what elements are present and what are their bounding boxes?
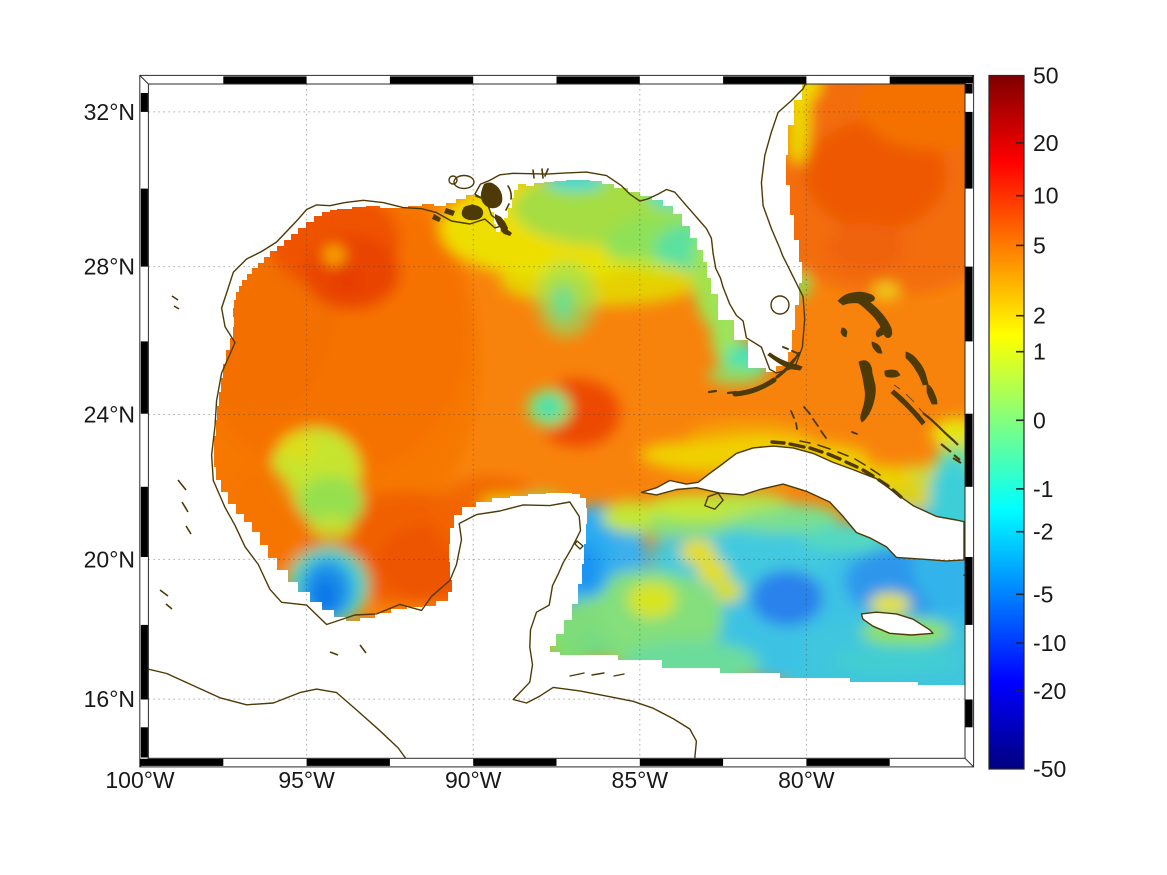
- svg-text:32°N: 32°N: [84, 99, 135, 125]
- svg-text:1: 1: [1033, 339, 1046, 365]
- svg-text:-20: -20: [1033, 678, 1066, 704]
- svg-text:16°N: 16°N: [84, 686, 135, 712]
- svg-text:0: 0: [1033, 407, 1046, 433]
- svg-text:-1: -1: [1033, 476, 1053, 502]
- svg-text:90°W: 90°W: [445, 767, 502, 793]
- svg-text:24°N: 24°N: [84, 402, 135, 428]
- svg-text:28°N: 28°N: [84, 254, 135, 280]
- svg-text:95°W: 95°W: [278, 767, 335, 793]
- svg-text:85°W: 85°W: [612, 767, 669, 793]
- svg-text:-50: -50: [1033, 756, 1066, 782]
- svg-text:-5: -5: [1033, 581, 1053, 607]
- svg-text:2: 2: [1033, 303, 1046, 329]
- svg-text:20: 20: [1033, 130, 1059, 156]
- svg-text:50: 50: [1033, 63, 1059, 89]
- svg-text:-10: -10: [1033, 630, 1066, 656]
- svg-text:10: 10: [1033, 183, 1059, 209]
- svg-text:5: 5: [1033, 232, 1046, 258]
- svg-text:100°W: 100°W: [105, 767, 175, 793]
- svg-text:80°W: 80°W: [778, 767, 835, 793]
- svg-text:20°N: 20°N: [84, 546, 135, 572]
- svg-text:-2: -2: [1033, 519, 1053, 545]
